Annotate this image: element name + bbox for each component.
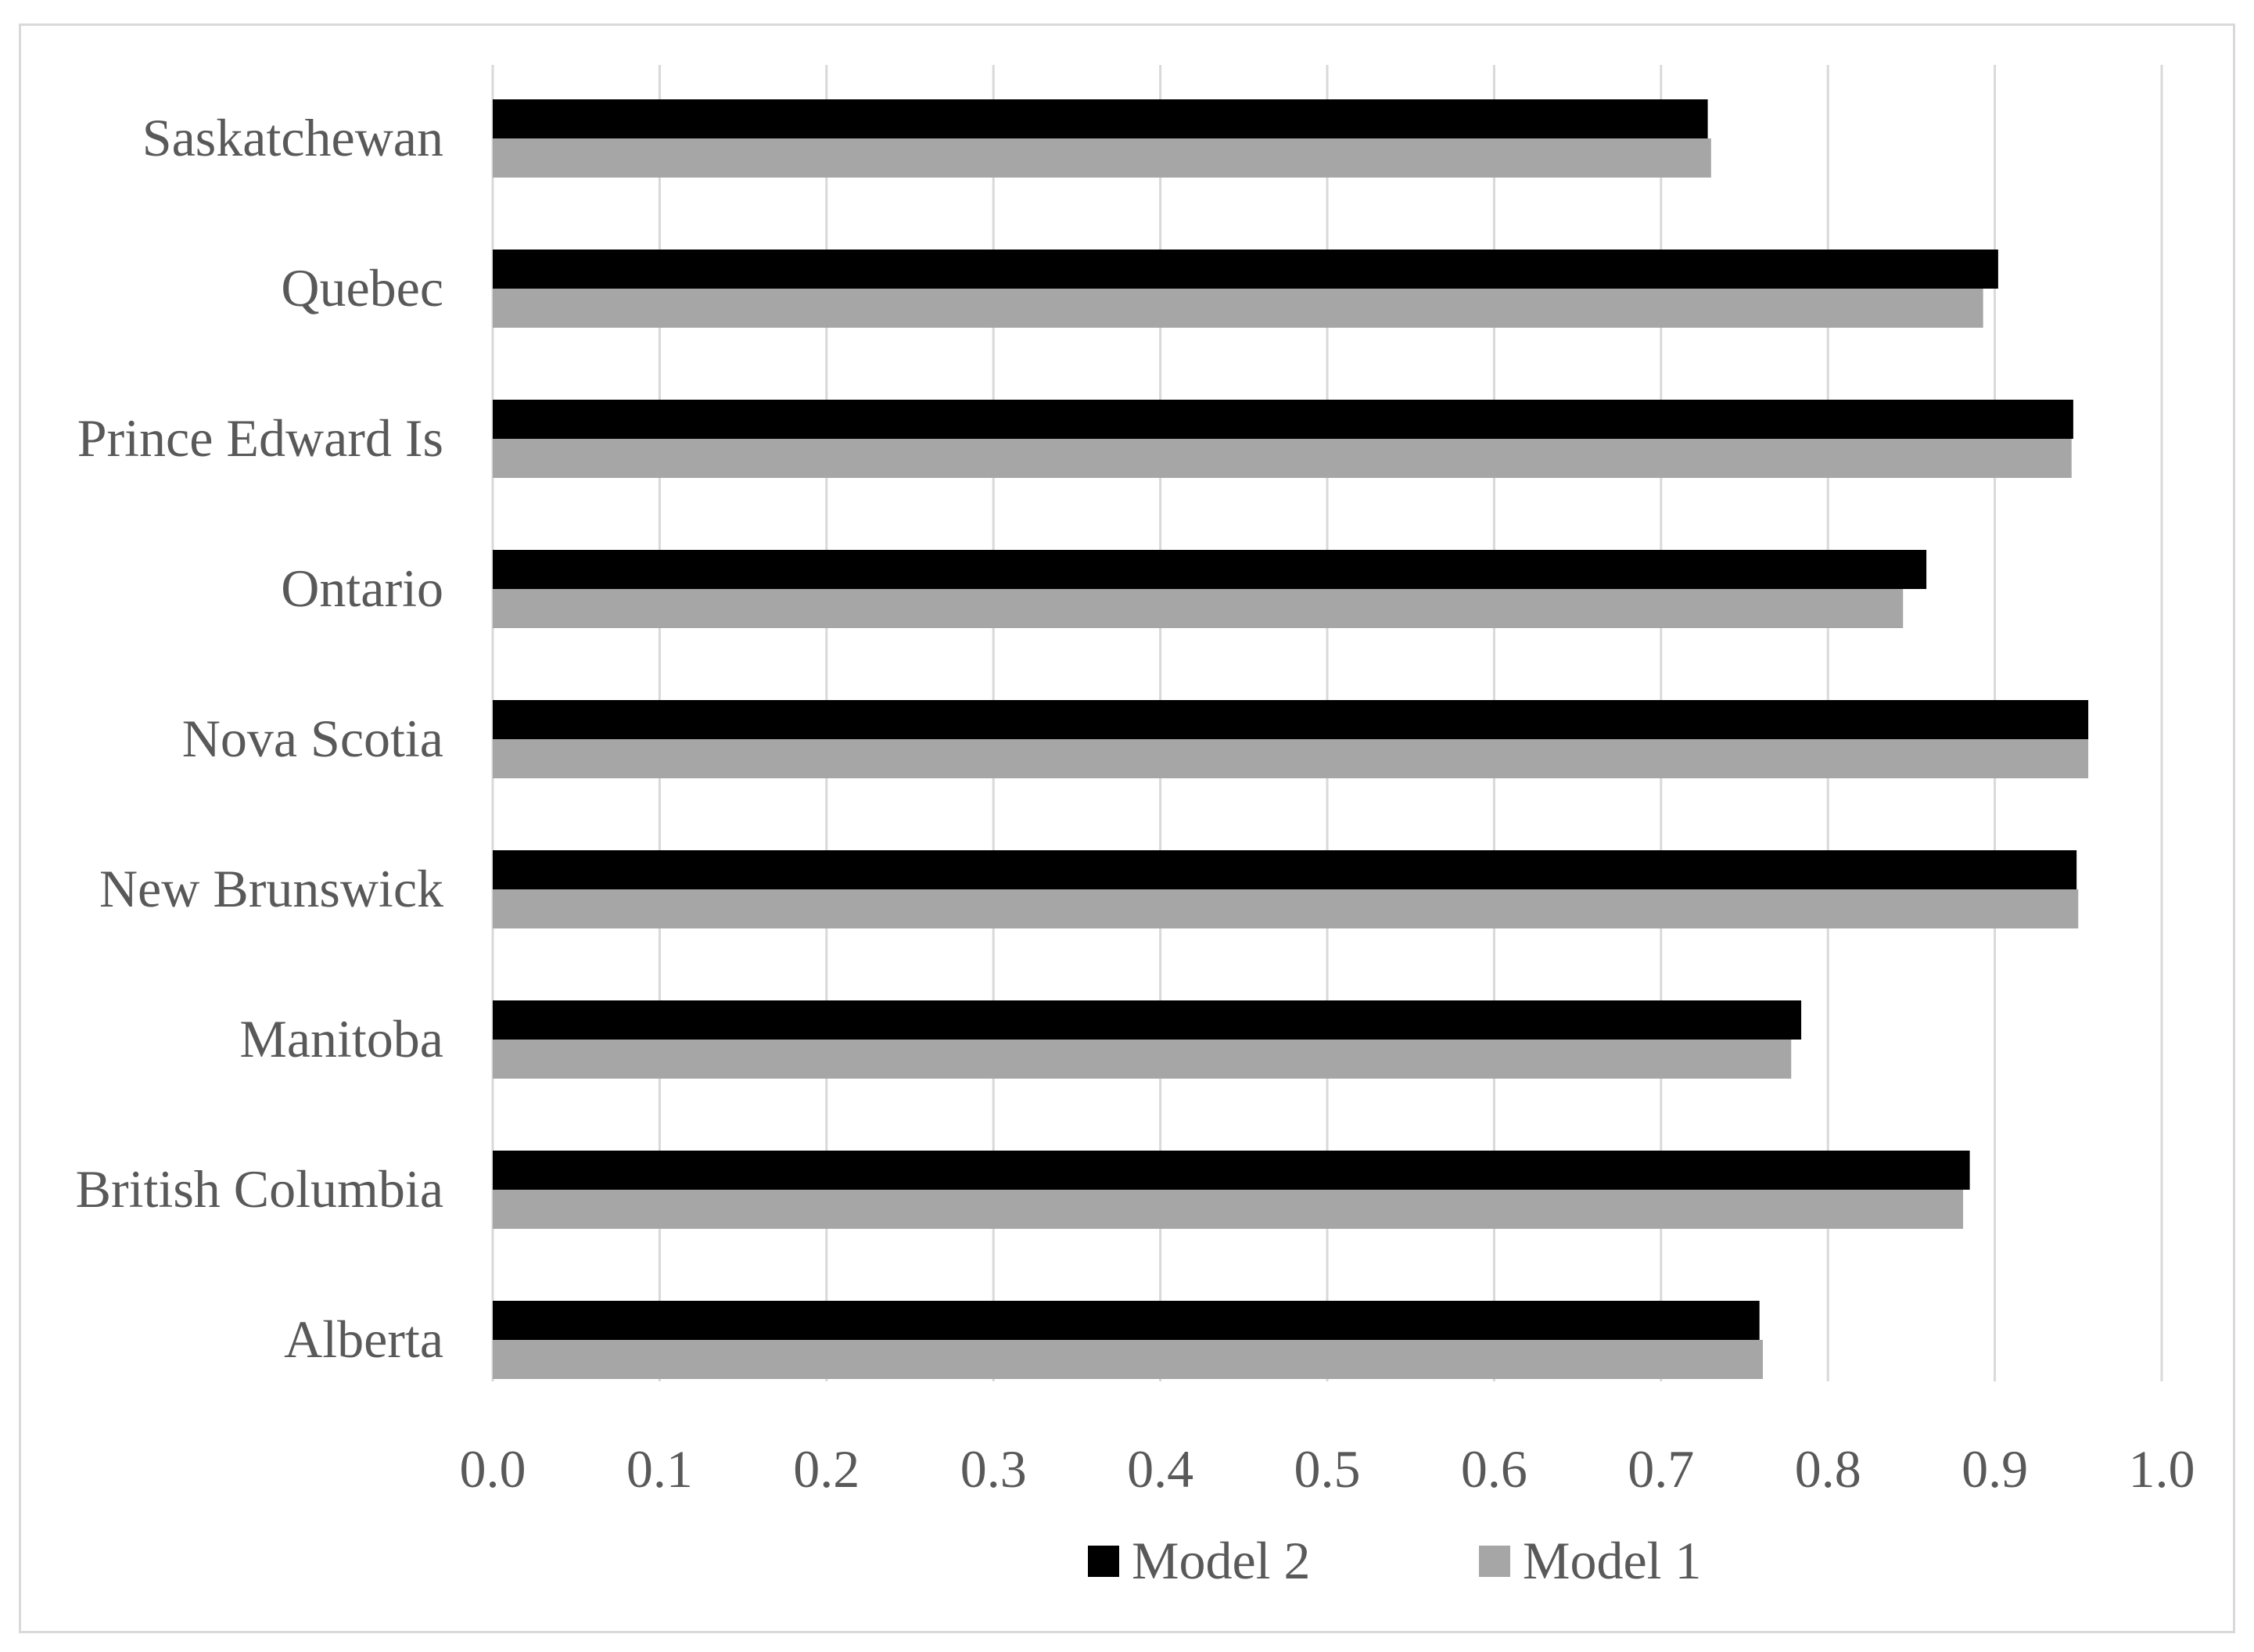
legend-label: Model 2 <box>1132 1531 1311 1590</box>
bar-model-2-saskatchewan <box>493 99 1708 138</box>
category-label: Prince Edward Is <box>77 408 443 468</box>
bar-model-2-quebec <box>493 250 1998 289</box>
x-tick-label: 0.0 <box>460 1439 526 1499</box>
legend: Model 2 Model 1 <box>1088 1531 1702 1590</box>
x-tick-label: 0.9 <box>1961 1439 2028 1499</box>
category-label: Nova Scotia <box>182 709 443 768</box>
x-tick-label: 0.8 <box>1795 1439 1861 1499</box>
x-tick-label: 0.3 <box>960 1439 1027 1499</box>
bar-model-2-alberta <box>493 1301 1760 1340</box>
x-tick-label: 0.6 <box>1461 1439 1527 1499</box>
bar-model-1-new-brunswick <box>493 889 2079 928</box>
category-label: Ontario <box>281 558 443 618</box>
bar-model-1-british-columbia <box>493 1190 1964 1229</box>
category-label: Quebec <box>281 258 443 318</box>
category-label: Manitoba <box>239 1009 443 1068</box>
category-label: Saskatchewan <box>142 108 443 167</box>
x-tick-label: 0.2 <box>793 1439 860 1499</box>
x-tick-label: 0.5 <box>1294 1439 1361 1499</box>
x-tick-label: 0.1 <box>626 1439 693 1499</box>
x-tick-label: 0.4 <box>1127 1439 1193 1499</box>
category-label: Alberta <box>284 1309 443 1369</box>
bar-model-2-ontario <box>493 550 1927 589</box>
chart-frame: Alberta British Columbia Manitoba New Bruns… <box>19 23 2235 1633</box>
bar-model-1-manitoba <box>493 1040 1792 1079</box>
bar-model-2-new-brunswick <box>493 850 2077 889</box>
legend-label: Model 1 <box>1523 1531 1702 1590</box>
x-tick-label: 1.0 <box>2129 1439 2195 1499</box>
bar-model-1-saskatchewan <box>493 138 1711 178</box>
bar-chart: Alberta British Columbia Manitoba New Bruns… <box>76 65 2195 1590</box>
category-labels: Alberta British Columbia Manitoba New Bruns… <box>76 108 443 1369</box>
bar-model-1-ontario <box>493 589 1904 628</box>
category-label: New Brunswick <box>99 859 443 918</box>
bar-model-1-alberta <box>493 1340 1763 1379</box>
bar-model-2-prince-edward-is <box>493 400 2073 439</box>
x-tick-label: 0.7 <box>1628 1439 1694 1499</box>
bar-model-2-nova-scotia <box>493 700 2089 739</box>
bar-model-1-nova-scotia <box>493 739 2089 778</box>
legend-swatch <box>1088 1546 1119 1577</box>
category-label: British Columbia <box>76 1159 443 1219</box>
x-axis-tick-labels: 0.0 0.1 0.2 0.3 0.4 0.5 0.6 0.7 0.8 0.9 1.0 <box>460 1439 2195 1499</box>
bars <box>493 99 2089 1379</box>
legend-swatch <box>1479 1546 1510 1577</box>
bar-model-1-prince-edward-is <box>493 439 2072 478</box>
bar-model-2-british-columbia <box>493 1151 1970 1190</box>
bar-model-2-manitoba <box>493 1000 1802 1040</box>
bar-model-1-quebec <box>493 289 1983 328</box>
